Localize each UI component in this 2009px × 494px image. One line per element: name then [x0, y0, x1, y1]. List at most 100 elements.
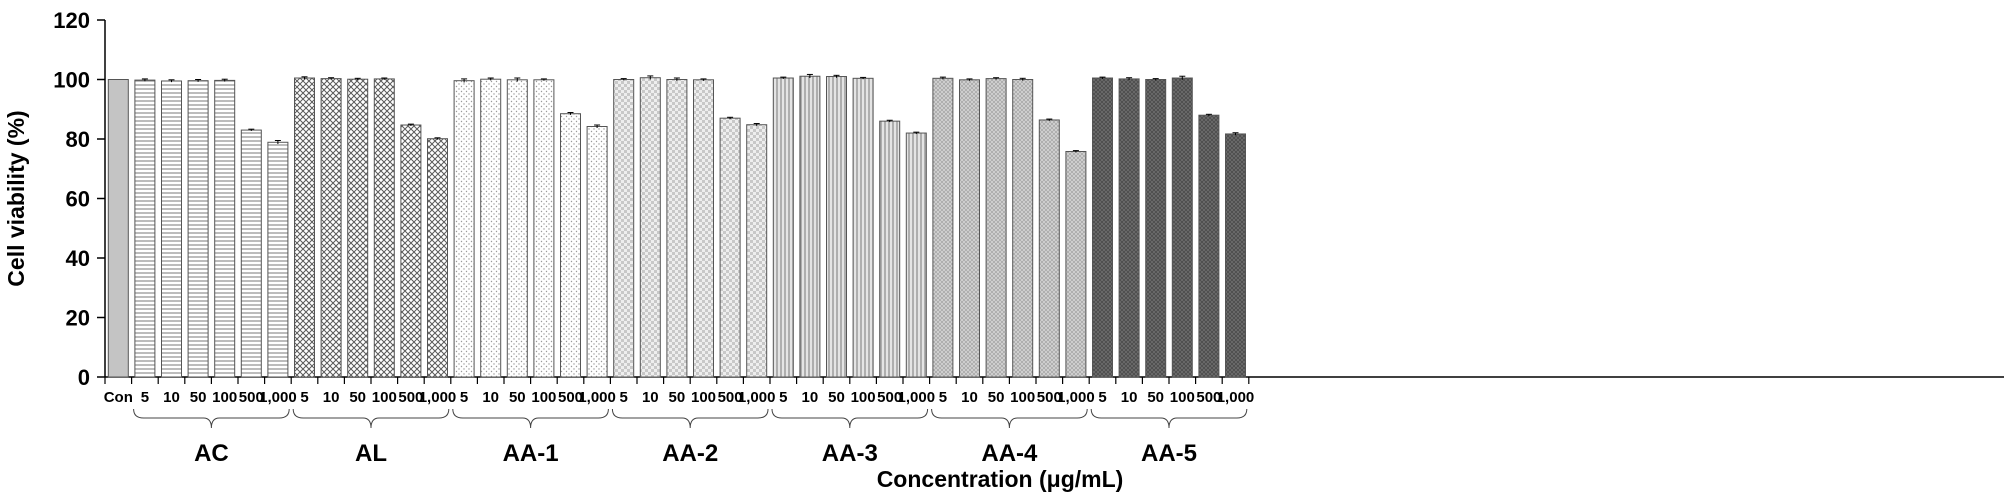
bar-aa-2-5 — [746, 124, 768, 378]
group-label: AL — [355, 440, 387, 467]
x-tick-label: 10 — [802, 389, 819, 406]
bars — [107, 73, 1246, 378]
bar-aa-5-1 — [1118, 78, 1140, 378]
bar-aa-4-3 — [1012, 79, 1034, 378]
x-tick-label: 5 — [1098, 389, 1106, 406]
bar-aa-5-5 — [1225, 133, 1246, 378]
group-label: AA-1 — [503, 440, 559, 467]
x-tick-label: 500 — [718, 389, 743, 406]
group-brace — [931, 408, 1088, 429]
bar-aa-4-4 — [1038, 119, 1060, 378]
x-tick-label: 100 — [1010, 389, 1035, 406]
x-tick-label: 50 — [349, 389, 366, 406]
x-tick-label: 100 — [531, 389, 556, 406]
bar-aa-4-0 — [932, 77, 954, 378]
y-tick-label: 60 — [66, 187, 90, 212]
x-tick-label: 1,000 — [1057, 389, 1095, 406]
y-ticks: 0 20 40 60 80 100 120 — [53, 8, 105, 390]
group-label: AA-5 — [1141, 440, 1197, 467]
x-tick-label: 1,000 — [419, 389, 457, 406]
x-tick-label: 100 — [372, 389, 397, 406]
bar-aa-3-1 — [799, 75, 821, 378]
bar-aa-2-3 — [693, 79, 714, 378]
bar-ac-4 — [240, 129, 262, 378]
y-tick-label: 20 — [66, 306, 90, 331]
group-label: AA-3 — [822, 440, 878, 467]
x-tick-label: 5 — [939, 389, 947, 406]
bar-ac-0 — [134, 79, 156, 378]
bar-ac-3 — [214, 79, 236, 378]
bar-al-1 — [320, 78, 342, 378]
bar-aa-5-2 — [1145, 79, 1167, 378]
group-brace — [1090, 408, 1248, 429]
x-tick-label: 100 — [851, 389, 876, 406]
bar-aa-2-4 — [719, 117, 741, 378]
group-label: AC — [194, 440, 229, 467]
bar-aa-1-0 — [453, 80, 475, 378]
x-tick-label: 50 — [1147, 389, 1164, 406]
bar-al-0 — [294, 77, 315, 378]
x-tick-label: 500 — [239, 389, 264, 406]
x-tick-label: 100 — [691, 389, 716, 406]
x-axis-title: Concentration (μg/mL) — [877, 466, 1124, 492]
bar-aa-5-0 — [1092, 77, 1113, 378]
y-axis-title: Cell viability (%) — [3, 110, 29, 286]
x-tick-label: 10 — [323, 389, 340, 406]
x-tick-label: 10 — [961, 389, 978, 406]
group-brace — [771, 408, 929, 429]
bar-aa-5-3 — [1171, 77, 1193, 378]
x-tick-label: 50 — [669, 389, 686, 406]
x-tick-label: 5 — [779, 389, 787, 406]
bar-aa-2-0 — [613, 79, 635, 378]
group-label: AA-2 — [662, 440, 718, 467]
bar-aa-3-5 — [905, 132, 927, 378]
x-tick-label: 50 — [190, 389, 207, 406]
bar-al-3 — [373, 78, 395, 378]
x-tick-label: 5 — [141, 389, 149, 406]
x-tick-label: 10 — [1121, 389, 1138, 406]
bar-ac-5 — [267, 141, 289, 378]
bar-aa-3-3 — [852, 77, 874, 378]
x-tick-label: 10 — [642, 389, 659, 406]
y-tick-label: 40 — [66, 246, 90, 271]
x-tick-label: 1,000 — [898, 389, 936, 406]
x-tick-label: 500 — [1037, 389, 1062, 406]
x-tick-label: 500 — [398, 389, 423, 406]
x-tick-label: 1,000 — [738, 389, 776, 406]
x-tick-label: 10 — [482, 389, 499, 406]
bar-control — [107, 79, 129, 378]
y-tick-label: 100 — [53, 68, 90, 93]
x-tick-label: 10 — [163, 389, 180, 406]
bar-aa-1-1 — [480, 78, 502, 378]
group-braces: AC AL AA-1 AA-2 AA-3 AA-4 AA-5 — [133, 408, 1248, 467]
x-tick-label: 5 — [620, 389, 628, 406]
bar-aa-1-3 — [533, 79, 555, 378]
bar-ac-1 — [161, 80, 182, 378]
bar-al-4 — [400, 124, 422, 378]
bar-ac-2 — [187, 80, 209, 378]
y-tick-label: 80 — [66, 127, 90, 152]
x-tick-label: 500 — [877, 389, 902, 406]
x-tick-label: 1,000 — [259, 389, 297, 406]
y-tick-label: 120 — [53, 8, 90, 33]
bar-aa-4-2 — [985, 78, 1007, 378]
x-tick-label: 500 — [558, 389, 583, 406]
bar-aa-3-2 — [826, 76, 847, 378]
group-brace — [133, 408, 290, 429]
bar-aa-4-1 — [959, 79, 980, 378]
x-tick-label: 50 — [509, 389, 526, 406]
group-label: AA-4 — [981, 440, 1038, 467]
x-tick-label: 1,000 — [578, 389, 616, 406]
bar-aa-2-1 — [639, 77, 661, 378]
bar-al-5 — [427, 138, 448, 378]
group-brace — [452, 408, 609, 429]
x-tick-label: 50 — [988, 389, 1005, 406]
bar-al-2 — [347, 78, 369, 378]
bar-aa-1-4 — [560, 113, 581, 378]
x-tick-label: 500 — [1196, 389, 1221, 406]
bar-aa-3-4 — [879, 120, 901, 378]
x-tick-label: 5 — [460, 389, 468, 406]
x-tick-label: 5 — [300, 389, 308, 406]
